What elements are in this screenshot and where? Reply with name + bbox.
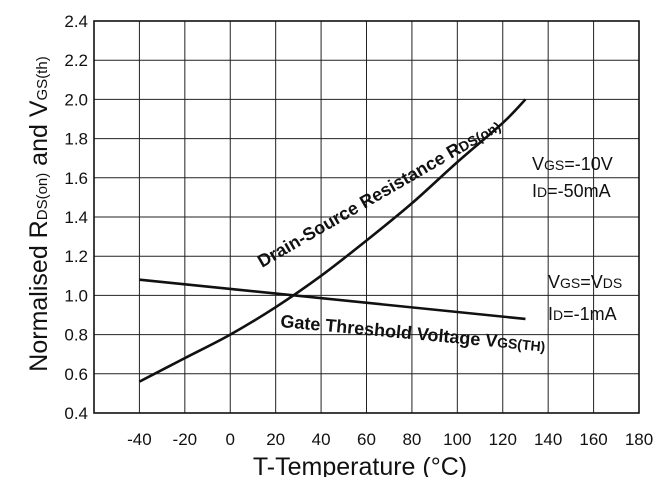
x-tick-label: 120 [489, 430, 517, 449]
rds-on-curve [138, 98, 527, 383]
rds-label-main: Drain-Source Resistance R [254, 139, 464, 272]
x-tick-label: 160 [579, 430, 607, 449]
x-tick-label: 180 [625, 430, 653, 449]
y-tick-label: 2.2 [64, 51, 88, 70]
condition-rds-line1: VGS=-10V [532, 154, 613, 174]
x-tick-label: -40 [127, 430, 152, 449]
y-axis-title-sub2: GS(th) [34, 56, 51, 100]
vgs-label-main: Gate Threshold Voltage V [280, 311, 499, 351]
x-tick-label: 40 [312, 430, 331, 449]
y-tick-label: 0.4 [64, 404, 88, 423]
y-tick-label: 0.6 [64, 365, 88, 384]
y-axis-title-sub1: DS(on) [34, 173, 51, 221]
vgs-label-sub: GS(TH) [497, 334, 546, 354]
series-lines [138, 98, 527, 383]
x-tick-label: 60 [357, 430, 376, 449]
y-tick-label: 1.6 [64, 169, 88, 188]
x-tick-label: 140 [534, 430, 562, 449]
plot-frame [93, 20, 640, 414]
vgs-th-curve [139, 278, 526, 321]
y-tick-label: 2.4 [64, 12, 88, 31]
x-tick-label: 80 [402, 430, 421, 449]
y-axis-title-mid: and V [25, 100, 53, 173]
x-tick-label: 100 [443, 430, 471, 449]
x-tick-label: -20 [173, 430, 198, 449]
x-tick-label: 20 [266, 430, 285, 449]
x-axis-title: T-Temperature (°C) [253, 453, 467, 477]
condition-vgs-line1: VGS=VDS [548, 272, 622, 292]
y-axis-title-main: Normalised R [25, 220, 53, 371]
rds-label-sub: DS(on) [456, 118, 504, 155]
y-tick-label: 1.4 [64, 208, 88, 227]
y-tick-label: 2.0 [64, 90, 88, 109]
y-axis-title: Normalised RDS(on) and VGS(th) [25, 56, 53, 371]
y-tick-label: 1.0 [64, 286, 88, 305]
condition-rds-line2: ID=-50mA [532, 181, 611, 201]
condition-vgs-line2: ID=-1mA [548, 304, 617, 324]
grid [94, 20, 639, 414]
x-tick-labels: -40 -20 0 20 40 60 80 100 120 140 160 180 [127, 430, 653, 449]
y-tick-labels: 0.4 0.6 0.8 1.0 1.2 1.4 1.6 1.8 2.0 2.2 2.4 [64, 12, 88, 423]
y-tick-label: 1.8 [64, 130, 88, 149]
y-tick-label: 0.8 [64, 326, 88, 345]
y-tick-label: 1.2 [64, 247, 88, 266]
x-tick-label: 0 [226, 430, 235, 449]
